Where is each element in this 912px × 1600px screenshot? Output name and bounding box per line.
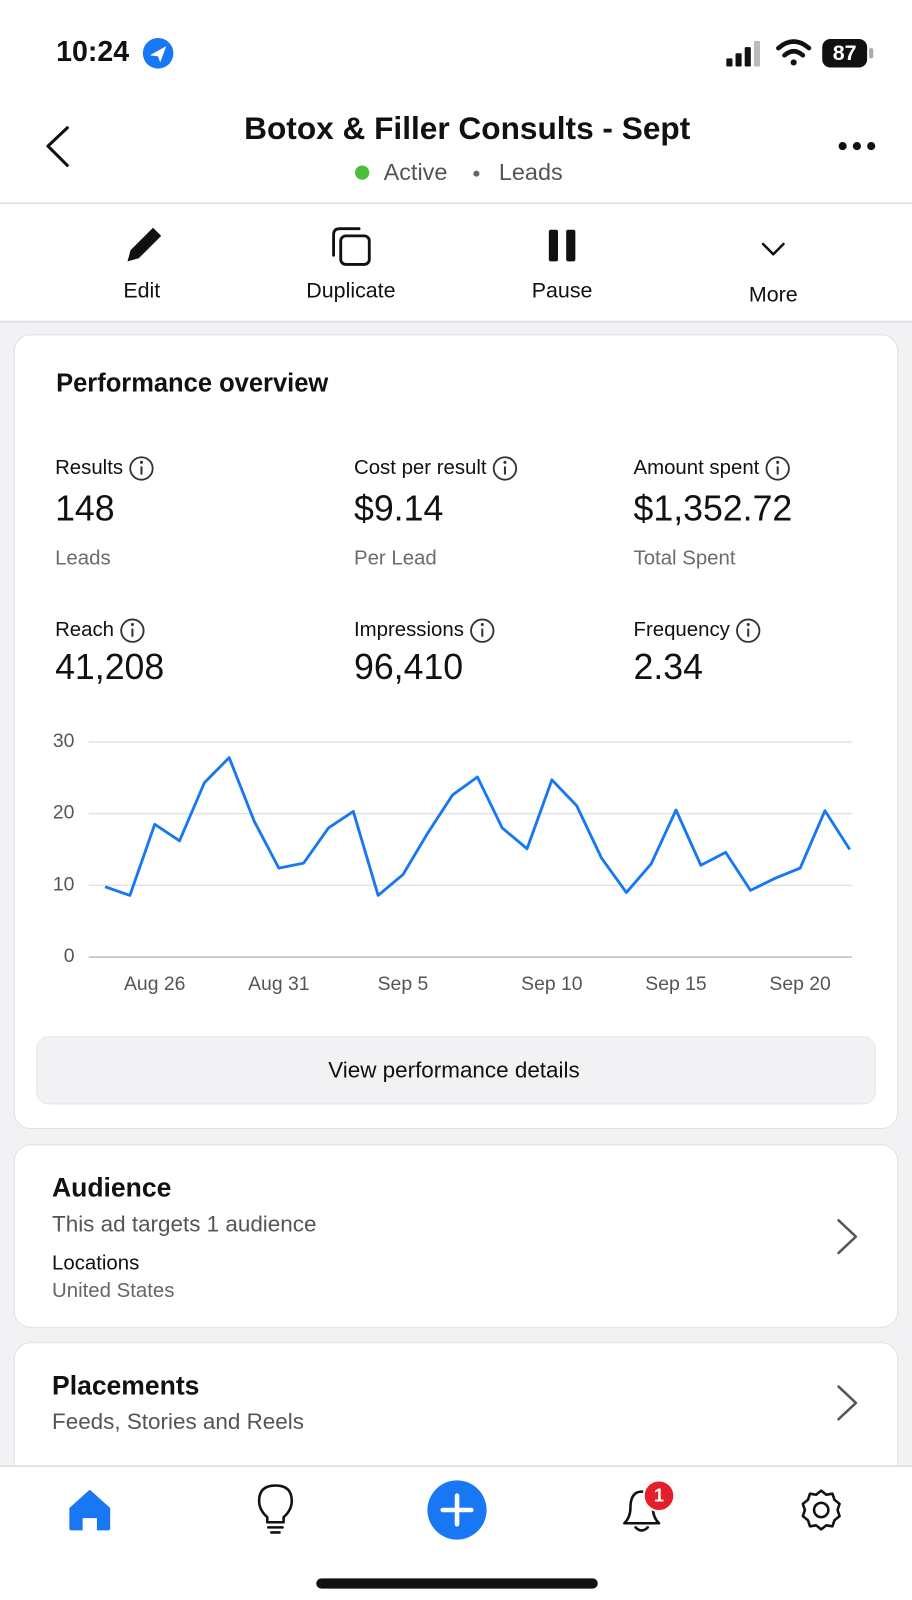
objective: Leads [499,159,563,185]
signal-icon [726,41,760,67]
info-icon [736,618,761,643]
y-tick-label: 10 [53,873,75,895]
action-label[interactable]: More [749,283,798,307]
battery-tip [869,48,874,59]
campaign-title: Botox & Filler Consults - Sept [244,110,691,146]
home-tab[interactable] [69,1489,111,1531]
location-arrow [149,46,167,63]
metric-label: Frequency [634,619,731,641]
top-bar [0,0,912,322]
x-tick-label: Sep 5 [378,973,429,995]
more-menu[interactable] [838,142,876,151]
metric-value: 41,208 [55,647,164,687]
x-tick-label: Aug 26 [124,973,185,995]
y-tick-label: 20 [53,802,75,824]
metric-label: Reach [55,619,114,641]
x-tick-label: Aug 31 [248,973,309,995]
settings-tab[interactable] [801,1489,841,1531]
home-indicator [316,1578,598,1589]
action-label[interactable]: Pause [532,279,593,303]
wifi-icon [776,39,812,66]
action-label[interactable]: Duplicate [306,279,395,303]
section-subtitle: Feeds, Stories and Reels [52,1409,304,1434]
chevron[interactable] [837,1219,858,1255]
back-button[interactable] [46,126,69,168]
x-tick-label: Sep 20 [769,973,831,995]
edit-icon[interactable] [127,227,162,262]
button-label[interactable]: View performance details [328,1057,580,1082]
metrics: Results 148 Leads Cost per result $9.14 Per L… [55,456,793,687]
section-title: Placements [52,1371,199,1401]
section-title: Audience [52,1173,171,1203]
info-icon-dot [746,623,750,627]
badge-count: 1 [654,1485,664,1506]
battery-level[interactable]: 87 [833,41,857,65]
battery [822,38,868,68]
card-title: Performance overview [56,370,328,398]
chevron[interactable] [837,1385,858,1421]
metric-value: 148 [55,489,115,529]
separator [473,170,480,177]
notifications-tab[interactable] [623,1490,661,1532]
plus-icon [440,1493,474,1527]
info-icon [765,456,790,481]
status-dot [355,165,370,180]
x-tick-label: Sep 15 [645,973,706,995]
metric-value: 2.34 [634,647,703,687]
data-line [104,756,851,897]
more-icon[interactable] [761,242,785,256]
y-tick-label: 0 [64,945,75,967]
info-icon-dot [503,460,507,464]
info-icon [470,618,495,643]
info-icon-dot [130,623,134,627]
info-icon [129,456,154,481]
duplicate-icon[interactable] [332,227,371,266]
x-tick-label: Sep 10 [521,973,583,995]
chart: 0 10 20 30 Aug 26 Aug 31 Sep 5 Sep 10 Sep 15 Sep … [53,730,852,995]
time: 10:24 [56,36,129,68]
locations-value: United States [52,1280,174,1302]
info-icon [492,456,518,481]
status: Active [384,159,448,185]
info-icon-dot [139,460,143,464]
ideas-tab[interactable] [257,1484,294,1534]
metric-value: $1,352.72 [634,489,793,529]
metric-value: 96,410 [354,647,463,687]
metric-label: Results [55,457,123,479]
metric-sub: Per Lead [354,548,437,570]
metric-label: Amount spent [634,457,760,479]
audience-card[interactable] [13,1144,899,1328]
metric-label: Impressions [354,619,464,641]
info-icon-dot [776,460,780,464]
locations-label: Locations [52,1253,139,1275]
info-icon-dot [480,623,484,627]
notification-badge [642,1479,676,1513]
pause-icon[interactable] [548,229,576,262]
action-label[interactable]: Edit [123,279,160,303]
y-tick-label: 30 [53,730,75,752]
metric-value: $9.14 [354,489,443,529]
metric-sub: Total Spent [634,548,736,570]
metric-label: Cost per result [354,457,487,479]
metric-sub: Leads [55,548,111,570]
section-subtitle: This ad targets 1 audience [52,1211,316,1236]
info-icon [120,618,145,643]
details-button[interactable] [36,1036,876,1105]
performance-card [13,334,899,1129]
